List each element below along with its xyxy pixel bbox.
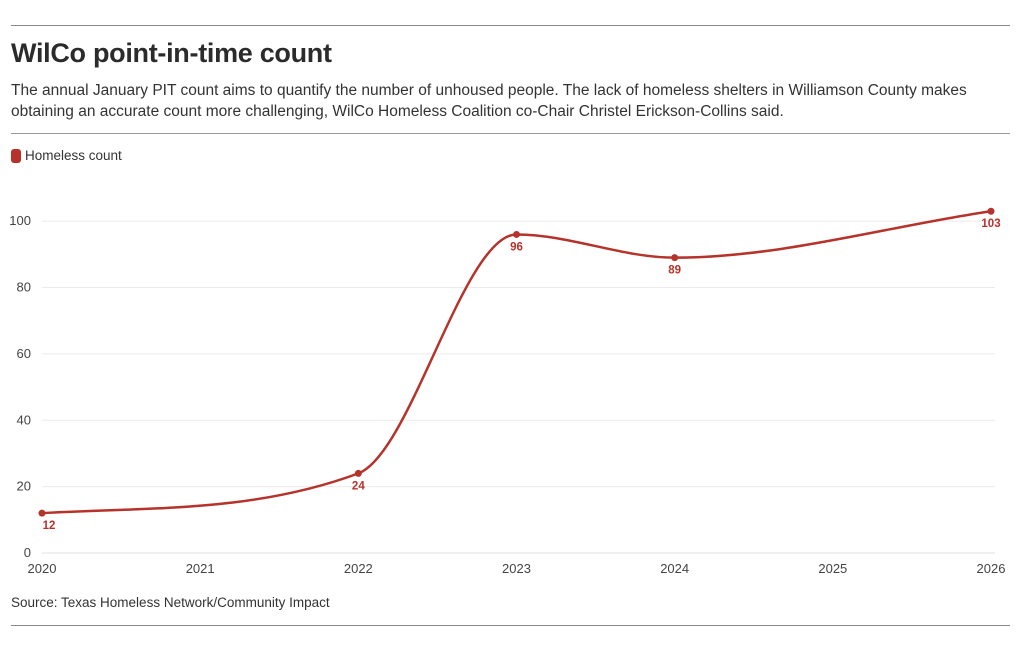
y-tick-label: 100	[9, 213, 31, 228]
y-tick-label: 80	[17, 280, 31, 295]
series-line	[40, 209, 993, 515]
chart-subtitle: The annual January PIT count aims to qua…	[11, 82, 967, 120]
x-tick-label: 2024	[660, 561, 689, 576]
data-label: 89	[668, 265, 681, 277]
data-label: 24	[352, 480, 365, 492]
data-point	[671, 254, 679, 262]
y-tick-label: 0	[24, 545, 31, 560]
x-tick-label: 2021	[186, 561, 215, 576]
data-label: 12	[43, 520, 56, 532]
legend-label: Homeless count	[25, 148, 122, 163]
y-tick-label: 60	[17, 346, 31, 361]
y-tick-label: 20	[17, 479, 31, 494]
data-point	[513, 230, 520, 238]
x-tick-label: 2023	[502, 561, 531, 576]
x-tick-label: 2025	[818, 561, 847, 576]
chart-title: WilCo point-in-time count	[11, 38, 332, 68]
y-tick-label: 40	[17, 412, 31, 427]
data-label: 96	[510, 241, 523, 253]
data-label: 103	[981, 218, 1000, 230]
data-point	[987, 207, 995, 215]
data-point	[354, 469, 362, 477]
legend: Homeless count	[11, 148, 122, 163]
data-point	[38, 509, 46, 517]
line-chart: 0 20 40 60 80 100 2020 2021 2022 2023 2024 2025 2026…	[9, 207, 1006, 576]
legend-swatch	[11, 148, 21, 163]
x-tick-label: 2022	[344, 561, 373, 576]
top-rule	[11, 25, 1010, 26]
x-tick-label: 2026	[977, 561, 1006, 576]
header-divider	[11, 133, 1010, 134]
x-tick-label: 2020	[28, 561, 57, 576]
source-note: Source: Texas Homeless Network/Community…	[11, 595, 330, 610]
bottom-rule	[11, 625, 1010, 626]
